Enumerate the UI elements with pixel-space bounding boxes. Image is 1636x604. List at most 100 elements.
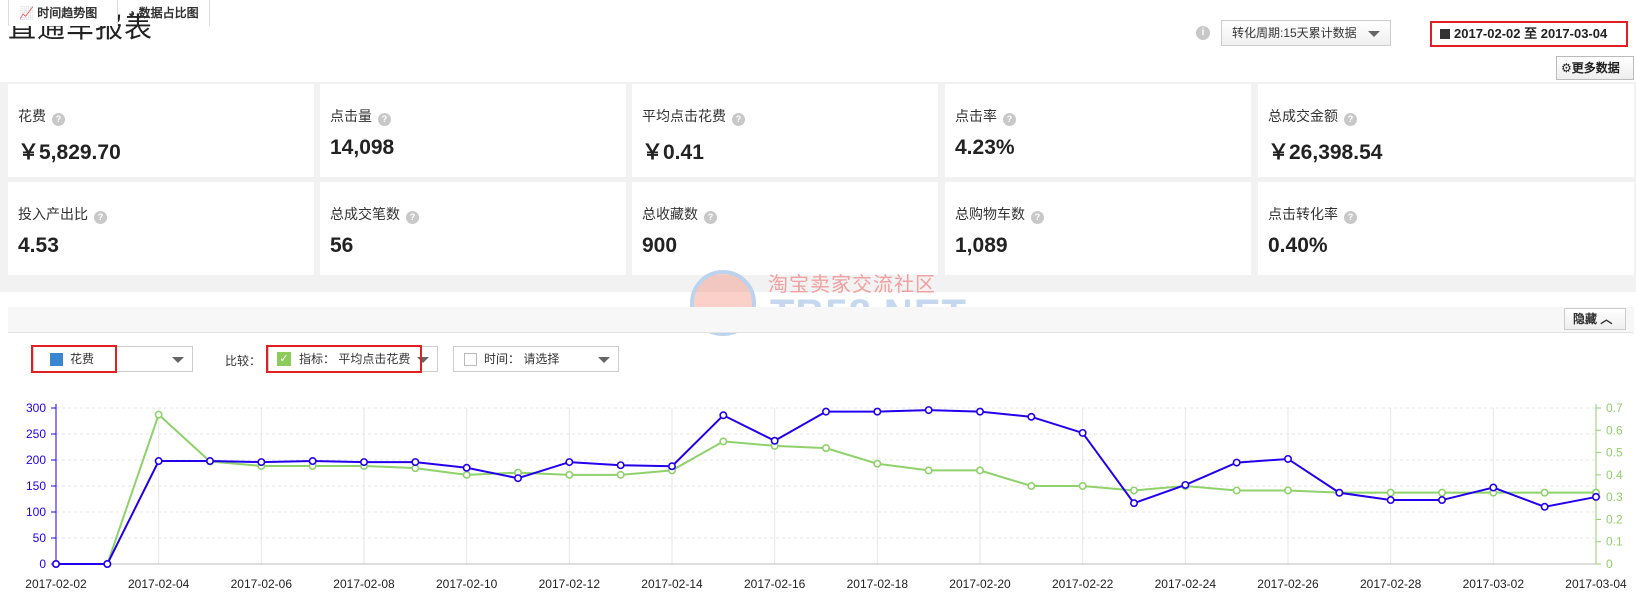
help-icon[interactable]: ? [704,211,717,224]
data-point [924,406,933,415]
data-point [51,560,60,569]
help-icon[interactable]: ? [1344,113,1357,126]
data-point [821,444,830,453]
x-tick-label: 2017-02-02 [25,577,87,591]
data-point [565,458,574,467]
kpi-card-avg-cpc: 平均点击花费? ￥0.41 [632,84,938,177]
calendar-icon [1440,29,1450,39]
info-icon[interactable]: i [1196,26,1210,40]
data-point [1027,412,1036,421]
x-tick-label: 2017-02-22 [1052,577,1114,591]
trend-chart[interactable]: 0 50 100 150 200 250 300 0 0.1 0.2 0.3 0.4 0.5 0.6 0.… [0,396,1636,604]
data-point [1232,458,1241,467]
data-point [1386,496,1395,505]
more-data-button[interactable]: ⚙更多数据 [1556,56,1634,80]
period-select-label: 转化周期:15天累计数据 [1232,26,1357,40]
help-icon[interactable]: ? [52,113,65,126]
kpi-card-cvr: 点击转化率? 0.40% [1258,182,1634,275]
x-tick-label: 2017-02-04 [128,577,190,591]
data-point [1078,482,1087,491]
data-point [1130,499,1139,508]
tab-pie-label: 数据占比图 [138,6,199,20]
data-point [1592,492,1601,501]
data-point [924,466,933,475]
kpi-value: 1,089 [955,234,1008,257]
data-point [821,407,830,416]
kpi-label: 总购物车数? [955,204,1044,224]
help-icon[interactable]: ? [1003,113,1016,126]
y-right-tick-label: 0.5 [1606,446,1623,460]
x-tick-label: 2017-02-16 [744,577,806,591]
chevron-down-icon [1368,31,1380,37]
data-point [616,470,625,479]
x-tick-label: 2017-02-24 [1155,577,1217,591]
period-select[interactable]: 转化周期:15天累计数据 [1221,20,1391,46]
help-icon[interactable]: ? [94,211,107,224]
data-point [1027,482,1036,491]
data-point [975,466,984,475]
y-right-tick-label: 0.7 [1606,401,1623,415]
tab-pie[interactable]: ◕ 数据占比图 [118,0,210,26]
help-icon[interactable]: ? [1031,211,1044,224]
kpi-card-gmv: 总成交金额? ￥26,398.54 [1258,84,1634,177]
checkbox-checked-icon[interactable]: ✓ [277,352,291,366]
y-right-tick-label: 0.3 [1606,490,1623,504]
x-tick-label: 2017-02-18 [847,577,909,591]
compare-metric-label: 指标： 平均点击花费 [299,352,411,366]
y-left-tick-label: 150 [26,479,46,493]
x-tick-label: 2017-02-26 [1257,577,1319,591]
tab-trend[interactable]: 📈 时间趋势图 [8,0,118,26]
tab-trend-label: 时间趋势图 [37,6,98,20]
data-point [154,410,163,419]
kpi-card-orders: 总成交笔数? 56 [320,182,626,275]
series-color-swatch [50,353,63,366]
kpi-label: 点击率? [955,106,1016,126]
data-point [667,462,676,471]
metric-select[interactable]: 花费 [33,346,193,372]
kpi-label: 平均点击花费? [642,106,745,126]
y-right-tick-label: 0.2 [1606,512,1623,526]
kpi-label: 点击量? [330,106,391,126]
hide-button[interactable]: 隐藏 ︿ [1564,308,1626,330]
data-point [1078,428,1087,437]
kpi-card-cost: 花费? ￥5,829.70 [8,84,314,177]
y-right-tick-label: 0.4 [1606,468,1623,482]
data-point [1232,486,1241,495]
x-tick-label: 2017-02-10 [436,577,498,591]
kpi-label: 总收藏数? [642,204,717,224]
data-point [770,436,779,445]
data-point [411,458,420,467]
pie-chart-icon: ◕ [128,6,136,20]
series-line-left [56,409,1597,565]
data-point [719,411,728,420]
kpi-value: 56 [330,234,354,257]
y-left-tick-label: 100 [26,505,46,519]
kpi-grid: 花费? ￥5,829.70 点击量? 14,098 平均点击花费? ￥0.41 … [0,82,1636,292]
line-chart-icon: 📈 [19,6,34,20]
help-icon[interactable]: ? [732,113,745,126]
kpi-label: 花费? [18,106,65,126]
help-icon[interactable]: ? [378,113,391,126]
metric-select-label: 花费 [70,352,95,366]
y-left-tick-label: 200 [26,453,46,467]
data-point [719,437,728,446]
x-tick-label: 2017-02-06 [231,577,293,591]
kpi-value: 900 [642,234,678,257]
data-point [616,461,625,470]
kpi-value: ￥5,829.70 [18,141,121,164]
help-icon[interactable]: ? [406,211,419,224]
help-icon[interactable]: ? [1344,211,1357,224]
compare-time-select[interactable]: 时间： 请选择 [453,346,619,372]
x-tick-label: 2017-02-28 [1360,577,1422,591]
date-range-picker[interactable]: 2017-02-02 至 2017-03-04 [1430,21,1628,47]
checkbox-unchecked-icon[interactable] [464,353,477,366]
compare-label: 比较： [225,354,262,368]
chart-tabbar [8,307,1634,333]
x-tick-label: 2017-02-20 [949,577,1011,591]
data-point [1181,480,1190,489]
x-tick-label: 2017-03-04 [1565,577,1627,591]
kpi-label: 总成交笔数? [330,204,419,224]
data-point [873,459,882,468]
kpi-card-roi: 投入产出比? 4.53 [8,182,314,275]
kpi-value: 4.53 [18,234,59,257]
